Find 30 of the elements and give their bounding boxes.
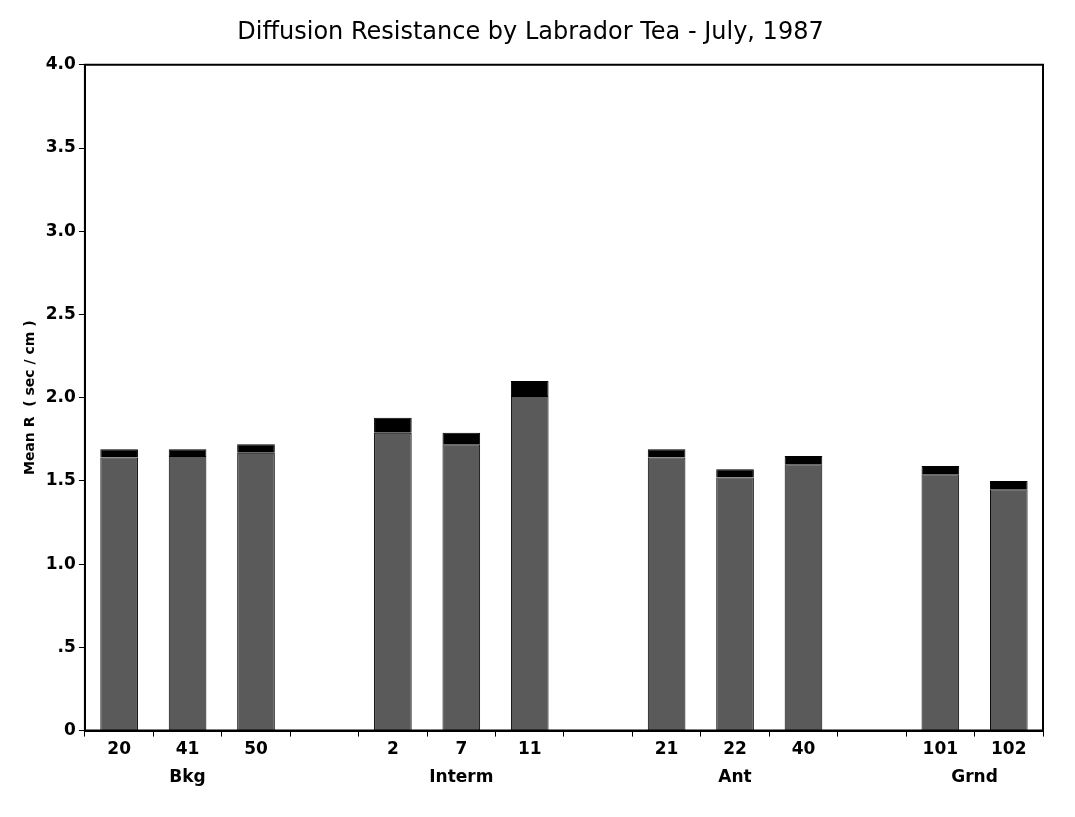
x-tick-label: 11 xyxy=(517,738,542,759)
y-tick-label: 3.5 xyxy=(45,136,76,157)
text: Bkg xyxy=(169,765,206,786)
x-tick-label: 101 xyxy=(922,738,959,759)
x-tick-label: 50 xyxy=(244,738,268,759)
x-tick-label: 7 xyxy=(455,738,468,759)
chart-title: Diffusion Resistance by Labrador Tea - July, 1987 xyxy=(237,16,824,45)
y-tick-label: 2.0 xyxy=(45,386,77,407)
bar xyxy=(100,449,138,458)
y-tick-label: 0 xyxy=(64,719,77,740)
x-tick-label: 22 xyxy=(723,738,747,759)
y-tick-label: 2.5 xyxy=(45,302,76,323)
text: Interm xyxy=(429,765,494,786)
y-tick-label: .5 xyxy=(57,635,76,656)
x-tick-label: 21 xyxy=(654,738,679,759)
bar xyxy=(716,469,754,478)
text: Ant xyxy=(718,765,752,786)
x-tick-label: 2 xyxy=(386,738,399,759)
bar xyxy=(237,444,275,453)
y-axis-title: Mean R ( sec / cm ) xyxy=(21,320,38,476)
y-tick-label: 1.0 xyxy=(45,552,77,573)
x-tick-label: 20 xyxy=(107,738,132,759)
x-tick-label: 41 xyxy=(175,738,200,759)
x-tick-label: 40 xyxy=(791,738,816,759)
y-tick-label: 4.0 xyxy=(45,53,77,74)
y-tick-label: 1.5 xyxy=(45,469,76,490)
text: Grnd xyxy=(951,765,998,786)
x-tick-label: 102 xyxy=(991,738,1027,759)
y-tick-label: 3.0 xyxy=(45,219,77,240)
bar xyxy=(374,417,412,433)
